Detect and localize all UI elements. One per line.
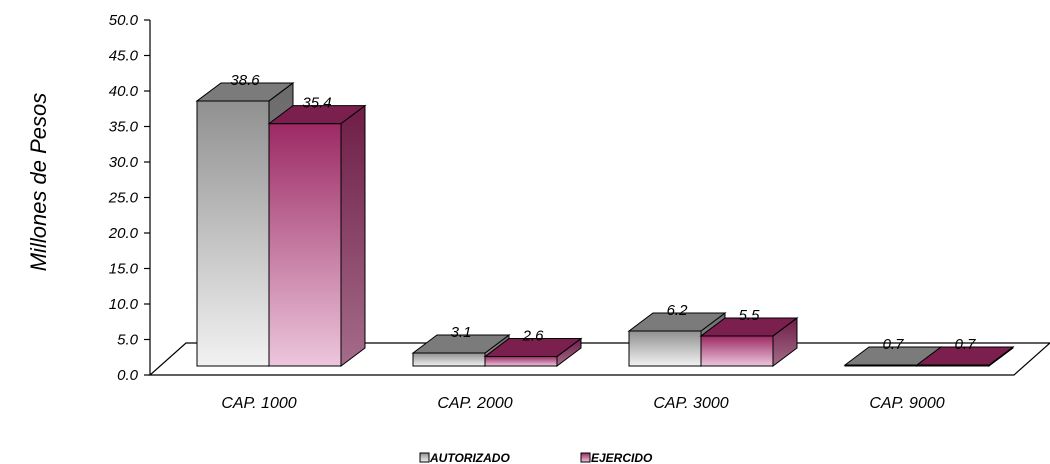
bar-ejercido-4	[915, 346, 1015, 367]
bar-top	[411, 334, 511, 354]
bar-front	[484, 356, 558, 367]
legend-swatch-autorizado	[419, 452, 430, 463]
bar-top	[915, 346, 1015, 366]
bar-ejercido-1	[267, 104, 367, 367]
y-tick-label: 30.0	[109, 154, 139, 171]
bar-front	[196, 100, 270, 367]
bar-ejercido-3	[699, 316, 799, 367]
bar-top	[195, 82, 295, 102]
category-label: CAP. 1000	[221, 395, 296, 412]
y-tick-label: 10.0	[109, 296, 139, 313]
legend: AUTORIZADO EJERCIDO	[419, 451, 653, 464]
bar-side	[340, 104, 366, 367]
legend-swatch-ejercido	[580, 452, 591, 463]
category-label: CAP. 2000	[437, 395, 512, 412]
data-label-autorizado: 3.1	[451, 324, 472, 341]
bar-front	[268, 123, 342, 367]
data-label-ejercido: 0.7	[955, 336, 977, 353]
bar-front	[412, 352, 486, 367]
y-tick-label: 15.0	[109, 261, 139, 278]
legend-label-autorizado: AUTORIZADO	[429, 451, 510, 464]
y-tick-label: 25.0	[108, 190, 139, 207]
bar-top	[267, 105, 367, 125]
chart-floor	[148, 342, 1050, 376]
bar-ejercido-2	[483, 337, 583, 367]
y-axis-title: Millones de Pesos	[26, 93, 51, 272]
y-tick-label: 45.0	[109, 48, 139, 65]
data-label-ejercido: 2.6	[522, 328, 545, 345]
y-tick-label: 0.0	[117, 367, 139, 384]
data-label-ejercido: 5.5	[739, 307, 761, 324]
data-label-autorizado: 6.2	[667, 302, 689, 319]
legend-label-ejercido: EJERCIDO	[591, 451, 653, 464]
bar-top	[627, 312, 727, 332]
y-tick-label: 35.0	[109, 119, 139, 136]
data-label-ejercido: 35.4	[302, 95, 331, 112]
y-tick-label: 5.0	[117, 332, 139, 349]
y-tick-label: 50.0	[109, 12, 139, 29]
data-label-autorizado: 0.7	[883, 336, 905, 353]
bar-top	[699, 317, 799, 337]
bar-front	[700, 335, 774, 367]
data-label-autorizado: 38.6	[230, 72, 260, 89]
bar-top	[483, 338, 583, 358]
y-tick-label: 40.0	[109, 83, 139, 100]
y-tick-label: 20.0	[108, 225, 139, 242]
category-label: CAP. 9000	[869, 395, 944, 412]
bar-front	[628, 330, 702, 367]
category-label: CAP. 3000	[653, 395, 728, 412]
